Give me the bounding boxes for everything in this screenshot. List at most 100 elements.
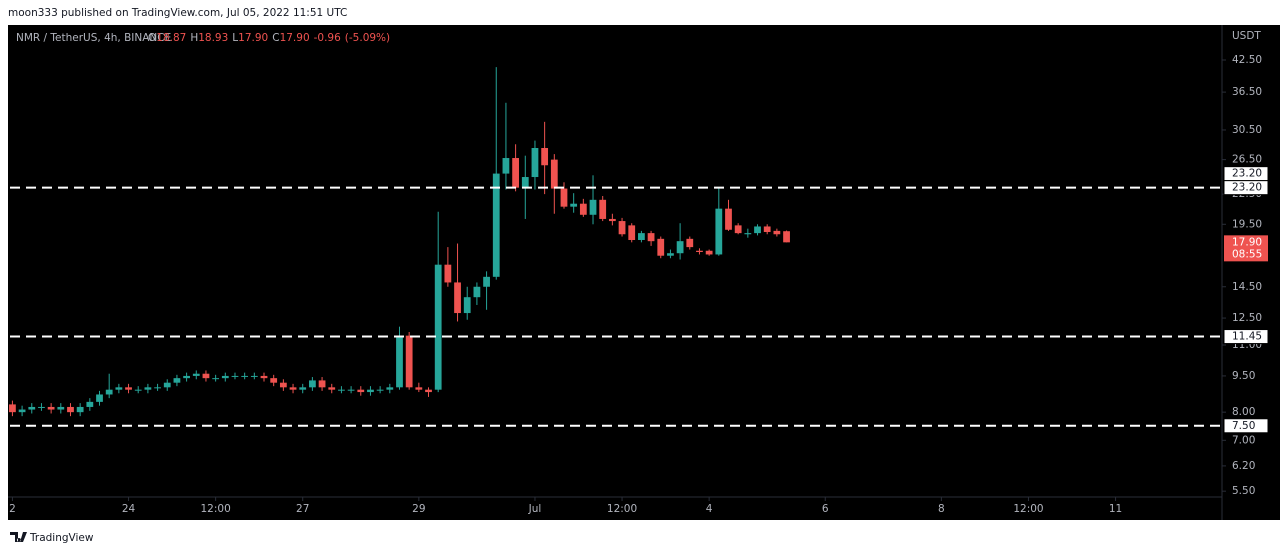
y-tick-label: 8.00	[1232, 406, 1255, 418]
y-tick-label: 9.50	[1232, 370, 1255, 382]
quote-key: L	[232, 32, 238, 44]
quote-value: 17.90	[280, 32, 310, 44]
candle-body	[347, 389, 355, 391]
logo: TradingView	[10, 532, 94, 544]
candle-body	[715, 208, 723, 255]
candle-body	[444, 264, 452, 283]
x-tick-label: 12:00	[607, 503, 637, 515]
last-price-box	[1224, 235, 1268, 262]
candle-body	[357, 389, 365, 393]
candle-body	[763, 226, 771, 232]
line-label: 23.20	[1232, 182, 1262, 194]
y-tick-label: 5.50	[1232, 485, 1255, 497]
x-tick-label: Jul	[528, 503, 542, 515]
candle-body	[289, 387, 297, 390]
candle-body	[299, 387, 307, 390]
candle-body	[367, 389, 374, 393]
candle-body	[502, 158, 510, 174]
candle-body	[241, 375, 249, 377]
line-label-box	[1223, 418, 1269, 434]
candle-body	[483, 276, 490, 287]
quote-value: 18.87	[156, 32, 186, 44]
candle-body	[328, 387, 336, 390]
candle-body	[686, 238, 694, 248]
candle-body	[570, 203, 578, 207]
candle-body	[638, 233, 645, 240]
candle-body	[192, 373, 200, 376]
x-tick-label: 8	[938, 503, 945, 515]
candle-body	[57, 406, 65, 410]
candle-body	[38, 406, 45, 408]
line-label: 23.20	[1232, 168, 1262, 180]
candle-body	[86, 401, 94, 407]
countdown: 08:55	[1232, 248, 1262, 260]
symbol: NMR / TetherUS, 4h, BINANCE	[16, 32, 171, 44]
candle-body	[589, 199, 597, 215]
x-tick-label: 2	[9, 503, 16, 515]
quote-key: O	[148, 32, 156, 44]
line-label-box	[1223, 180, 1269, 196]
candle-body	[405, 335, 413, 388]
candle-body	[115, 387, 123, 390]
quote-key: C	[272, 32, 279, 44]
y-tick-label: 36.50	[1232, 86, 1262, 98]
candle-body	[560, 188, 568, 207]
candle-body	[415, 387, 423, 390]
x-tick-label: 12:00	[1013, 503, 1043, 515]
candle-body	[463, 297, 471, 314]
candle-body	[579, 203, 587, 215]
quote-value: (-5.09%)	[345, 32, 390, 44]
candle-body	[473, 286, 481, 298]
candle-body	[96, 394, 103, 402]
candle-body	[386, 387, 394, 390]
candle-body	[47, 406, 55, 410]
x-tick-label: 24	[122, 503, 136, 515]
candle-body	[309, 380, 316, 388]
candle-body	[28, 406, 36, 410]
candle-body	[434, 264, 442, 390]
candle-body	[250, 375, 258, 377]
quote: O18.87 H18.93 L17.90 C17.90 -0.96 (-5.09%)	[148, 32, 390, 44]
candle-body	[212, 378, 220, 380]
candle-body	[657, 238, 665, 256]
candle-body	[628, 225, 636, 240]
candle-body	[270, 378, 278, 383]
y-tick-label: 42.50	[1232, 54, 1262, 66]
candle-body	[260, 375, 268, 379]
candle-body	[734, 225, 742, 234]
currency: USDT	[1232, 30, 1261, 42]
x-tick-label: 4	[706, 503, 713, 515]
candle-body	[454, 282, 461, 314]
candle-body	[173, 378, 181, 383]
candle-body	[221, 375, 229, 379]
candle-body	[531, 148, 539, 178]
candle-body	[541, 148, 549, 166]
candle-body	[618, 221, 626, 235]
candle-body	[318, 380, 326, 388]
publisher: moon333 published on TradingView.com, Ju…	[8, 7, 347, 19]
line-label: 11.45	[1232, 331, 1262, 343]
candle-body	[144, 387, 152, 390]
candle-body	[163, 382, 171, 388]
quote-value: -0.96	[314, 32, 341, 44]
candle-body	[18, 409, 26, 413]
candle-body	[783, 231, 790, 243]
y-tick-label: 6.20	[1232, 460, 1255, 472]
quote-value: 18.93	[198, 32, 228, 44]
candle-body	[396, 335, 403, 388]
y-tick-label: 30.50	[1232, 124, 1262, 136]
candle-body	[667, 253, 674, 256]
candle-body	[125, 387, 132, 390]
line-label: 7.50	[1232, 420, 1255, 432]
x-tick-label: 29	[412, 503, 425, 515]
candle-body	[647, 233, 655, 242]
candle-body	[76, 406, 84, 413]
candle-body	[154, 387, 161, 389]
candle-body	[550, 159, 558, 189]
candle-body	[183, 375, 190, 379]
quote-key: H	[190, 32, 198, 44]
candle-body	[696, 250, 703, 252]
brand: TradingView	[29, 532, 94, 544]
quote-value: 17.90	[238, 32, 268, 44]
candle-body	[599, 199, 607, 219]
